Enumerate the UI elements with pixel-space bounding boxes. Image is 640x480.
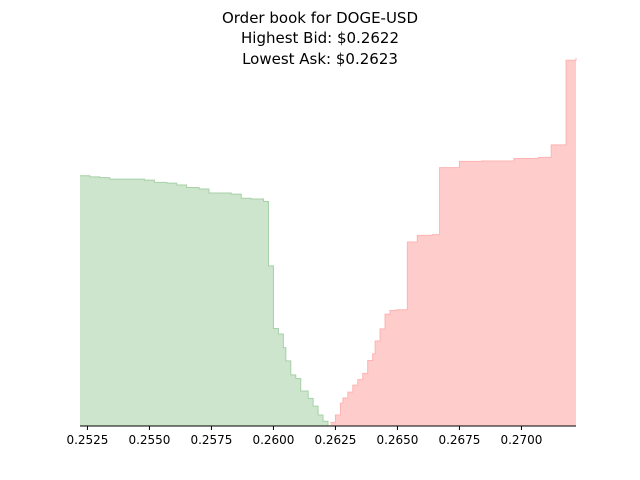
asks-depth-area xyxy=(330,58,576,426)
x-tick-label: 0.2600 xyxy=(252,433,294,447)
plot-area xyxy=(80,58,577,426)
bids-depth-line xyxy=(80,175,329,426)
x-axis-ticks: 0.2525 0.2550 0.2575 0.2600 0.2625 0.2650 0.26… xyxy=(66,426,542,447)
x-tick-label: 0.2700 xyxy=(500,433,542,447)
chart-title-line-1: Order book for DOGE-USD xyxy=(222,9,418,27)
x-tick-label: 0.2650 xyxy=(376,433,418,447)
asks-depth-line xyxy=(330,58,577,423)
x-tick-label: 0.2525 xyxy=(66,433,108,447)
chart-title-line-2: Highest Bid: $0.2622 xyxy=(241,29,399,47)
x-tick-label: 0.2625 xyxy=(314,433,356,447)
x-tick-label: 0.2550 xyxy=(128,433,170,447)
chart-title-line-3: Lowest Ask: $0.2623 xyxy=(242,50,398,68)
bids-depth-area xyxy=(80,175,328,426)
x-tick-label: 0.2575 xyxy=(190,433,232,447)
x-tick-label: 0.2675 xyxy=(438,433,480,447)
